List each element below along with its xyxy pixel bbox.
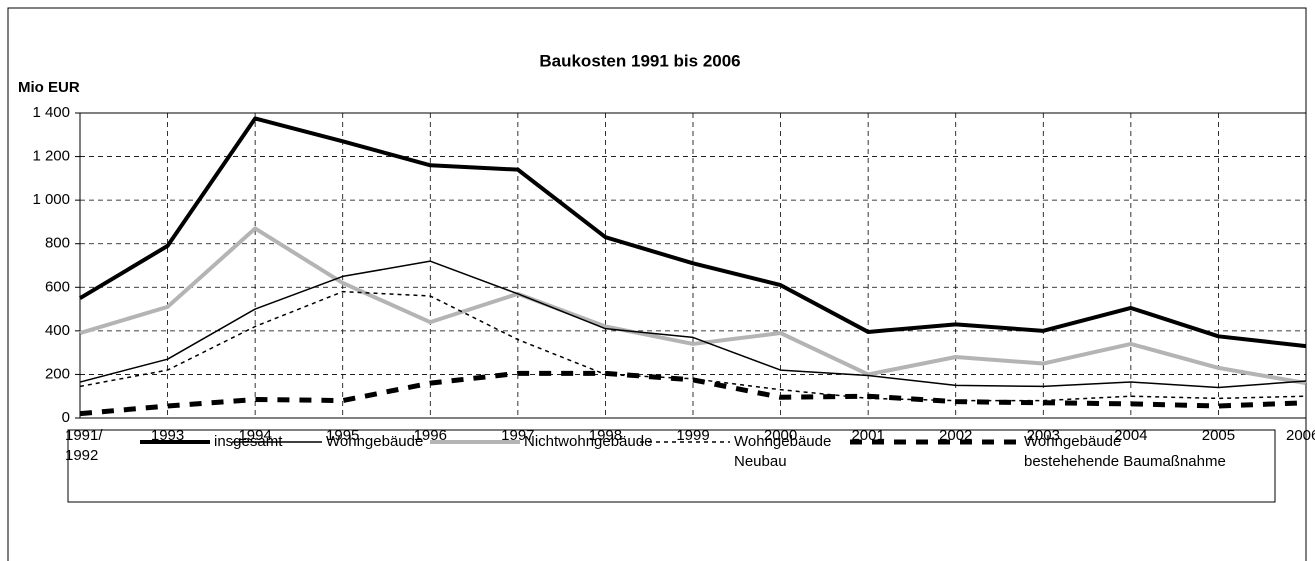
chart-title: Baukosten 1991 bis 2006	[539, 51, 740, 70]
series-line	[79, 226, 1307, 386]
y-tick-label: 1 200	[32, 148, 70, 165]
x-tick-label: 1997	[501, 427, 535, 444]
x-tick-label: 2003	[1026, 427, 1060, 444]
x-tick-label: 2006	[1286, 427, 1315, 444]
x-tick-label: 2005	[1201, 427, 1236, 444]
plot-border	[79, 112, 1307, 419]
y-axis-label: Mio EUR	[18, 79, 80, 96]
legend-label: Nichtwohngebäude	[524, 433, 653, 450]
y-tick-label: 1 000	[32, 191, 70, 208]
x-tick-label: 2001	[851, 427, 885, 444]
x-tick-label: 1995	[326, 427, 360, 444]
x-tick-label: 1996	[413, 427, 447, 444]
x-tick-label: 1998	[588, 427, 623, 444]
legend-label: insgesamt	[214, 433, 283, 450]
x-tick-label: 1994	[238, 427, 272, 444]
y-tick-label: 0	[62, 409, 70, 426]
y-tick-label: 1 400	[32, 104, 70, 121]
legend-label: Wohngebäude Neubau	[734, 433, 832, 470]
series-line	[79, 370, 1307, 417]
x-tick-label: 1999	[676, 427, 710, 444]
x-tick-label: 1991/ 1992	[65, 427, 103, 464]
y-tick-label: 200	[45, 365, 70, 382]
series-line	[79, 260, 1307, 389]
y-tick-label: 400	[45, 322, 70, 339]
legend-label: Wohngebäude	[326, 433, 424, 450]
y-tick-label: 800	[45, 235, 70, 252]
x-tick-label: 2000	[763, 427, 798, 444]
legend-label: Wohngebäude bestehehende Baumaßnahme	[1024, 433, 1226, 470]
x-tick-label: 2002	[939, 427, 973, 444]
x-tick-label: 2004	[1114, 427, 1148, 444]
x-tick-label: 1993	[150, 427, 185, 444]
y-tick-label: 600	[45, 278, 70, 295]
series-line	[78, 116, 1307, 349]
